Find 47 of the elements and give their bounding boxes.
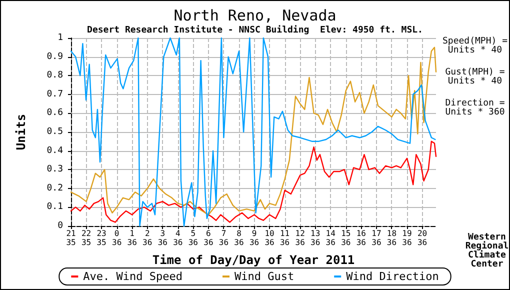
x-tick-label: 22 35 xyxy=(81,229,92,247)
text: Gust(MPH) = Units * 40 xyxy=(445,68,506,86)
x-tick-label: 2 36 xyxy=(142,229,152,247)
y-tick-label: 0.4 xyxy=(46,146,63,156)
x-tick-label: 23 35 xyxy=(96,229,107,247)
x-tick-label: 6 36 xyxy=(204,229,214,247)
legend-label: Ave. Wind Speed xyxy=(83,270,183,283)
y-tick-label: 0.1 xyxy=(46,202,63,212)
x-axis-title: Time of Day/Day of Year 2011 xyxy=(152,253,355,267)
x-tick-label: 5 36 xyxy=(188,229,198,247)
x-tick-label: 20 36 xyxy=(417,229,428,247)
x-tick-label: 12 36 xyxy=(295,229,306,247)
y-tick-label: 0.7 xyxy=(46,89,63,100)
text: Western Regional Climate Center xyxy=(465,232,509,270)
x-tick-label: 3 36 xyxy=(158,229,168,247)
x-tick-label: 0 36 xyxy=(112,229,122,247)
x-tick-label: 13 36 xyxy=(310,229,320,247)
chart-title: North Reno, Nevada xyxy=(174,6,336,24)
x-tick-label: 17 36 xyxy=(372,229,382,247)
legend-label: Wind Direction xyxy=(346,270,439,283)
y-tick-label: 0.9 xyxy=(46,52,63,62)
y-tick-label: 0.8 xyxy=(46,70,63,81)
x-tick-label: 9 36 xyxy=(249,229,260,247)
x-tick-label: 8 36 xyxy=(234,229,244,247)
y-tick-label: 0 xyxy=(58,221,63,231)
legend-label: Wind Gust xyxy=(234,270,294,283)
y-axis-title: Units xyxy=(14,114,28,150)
y-tick-label: 0.3 xyxy=(46,164,63,175)
y-tick-label: 1 xyxy=(58,33,63,43)
x-tick-label: 14 36 xyxy=(326,229,336,247)
x-tick-label: 11 36 xyxy=(280,229,290,247)
x-tick-label: 4 36 xyxy=(173,229,183,247)
x-tick-label: 21 35 xyxy=(66,229,76,247)
x-tick-label: 18 36 xyxy=(386,229,397,247)
x-tick-label: 10 36 xyxy=(264,229,275,247)
y-tick-label: 0.5 xyxy=(46,127,63,137)
y-tick-label: 0.6 xyxy=(46,108,63,118)
text: Direction = Units * 360 xyxy=(445,98,506,118)
x-tick-label: 1 36 xyxy=(127,229,138,247)
chart-subtitle: Desert Research Institute - NNSC Building Elev: 4950 ft. MSL. xyxy=(87,24,423,36)
y-tick-label: 0.2 xyxy=(46,183,63,194)
x-tick-label: 15 36 xyxy=(341,229,351,247)
x-tick-label: 7 36 xyxy=(218,229,229,247)
x-tick-label: 16 36 xyxy=(356,229,366,247)
line-series xyxy=(70,140,437,223)
x-tick-label: 19 36 xyxy=(402,229,412,247)
text: Speed(MPH) = Units * 40 xyxy=(442,36,508,56)
